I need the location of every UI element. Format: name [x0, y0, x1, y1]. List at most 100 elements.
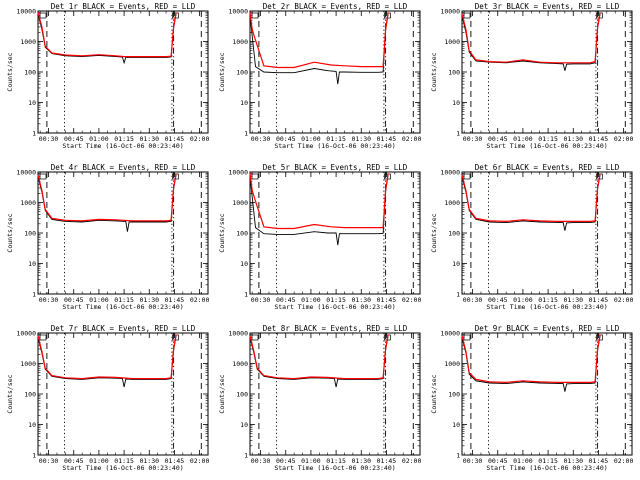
corner-marker-left [463, 334, 471, 341]
x-tick-label: 00:45 [64, 296, 84, 304]
x-tick-label: 00:30 [251, 296, 271, 304]
x-tick-label: 01:45 [165, 135, 185, 143]
x-axis-label: Start Time (16-Oct-06 00:23:40) [274, 464, 395, 472]
y-tick-label: 100 [236, 390, 248, 398]
x-tick-label: 00:45 [64, 457, 84, 465]
y-tick-label: 10 [28, 99, 36, 107]
panel-title: Det 2r BLACK = Events, RED = LLD [263, 2, 408, 11]
x-tick-label: 01:30 [351, 135, 371, 143]
x-tick-label: 00:45 [276, 457, 296, 465]
x-tick-label: 00:45 [276, 135, 296, 143]
x-tick-label: 02:00 [614, 457, 634, 465]
series-events-line [249, 13, 389, 85]
y-tick-label: 10000 [440, 329, 460, 337]
series-lld-line [461, 12, 601, 64]
plot-frame [249, 332, 421, 456]
x-tick-label: 00:45 [488, 457, 508, 465]
y-tick-label: 1000 [20, 360, 36, 368]
panel-4: Det 4r BLACK = Events, RED = LLD 1 10 100 10… [6, 163, 209, 311]
x-tick-label: 01:45 [377, 457, 397, 465]
y-tick-label: 10000 [440, 7, 460, 15]
plot-frame [249, 10, 421, 134]
y-tick-label: 100 [448, 229, 460, 237]
corner-marker-left [251, 12, 259, 19]
x-tick-label: 01:30 [563, 457, 583, 465]
y-tick-label: 10 [240, 421, 248, 429]
x-tick-label: 01:45 [165, 457, 185, 465]
corner-marker-left [251, 334, 259, 341]
x-tick-label: 01:00 [513, 296, 533, 304]
x-axis-label: Start Time (16-Oct-06 00:23:40) [274, 303, 395, 311]
y-tick-label: 100 [24, 390, 36, 398]
y-tick-label: 10 [452, 421, 460, 429]
corner-marker-left [251, 173, 259, 180]
series-events-line [249, 335, 389, 388]
x-tick-label: 02:00 [190, 135, 210, 143]
y-tick-label: 1 [456, 290, 460, 298]
x-tick-label: 01:00 [301, 457, 321, 465]
panel-3: Det 3r BLACK = Events, RED = LLD 1 10 100 10… [430, 2, 633, 150]
y-tick-label: 10 [240, 99, 248, 107]
x-tick-label: 01:30 [351, 296, 371, 304]
y-axis-label: Counts/sec [218, 52, 226, 91]
panel-title: Det 3r BLACK = Events, RED = LLD [475, 2, 620, 11]
series-lld-line [249, 334, 389, 380]
x-axis-label: Start Time (16-Oct-06 00:23:40) [486, 142, 607, 150]
panel-6: Det 6r BLACK = Events, RED = LLD 1 10 100 10… [430, 163, 633, 311]
x-axis-label: Start Time (16-Oct-06 00:23:40) [486, 464, 607, 472]
x-tick-label: 01:15 [326, 296, 346, 304]
x-tick-label: 01:00 [513, 457, 533, 465]
x-tick-label: 02:00 [190, 296, 210, 304]
x-tick-label: 01:15 [326, 135, 346, 143]
y-tick-label: 100 [448, 68, 460, 76]
x-tick-label: 00:45 [276, 296, 296, 304]
series-lld-line [37, 12, 177, 58]
plot-frame [37, 332, 209, 456]
panel-7: Det 7r BLACK = Events, RED = LLD 1 10 100 10… [6, 324, 209, 472]
x-tick-label: 00:30 [39, 457, 59, 465]
y-tick-label: 10 [240, 260, 248, 268]
x-tick-label: 01:45 [165, 296, 185, 304]
series-events-line [37, 174, 177, 232]
x-tick-label: 00:30 [251, 135, 271, 143]
panel-8: Det 8r BLACK = Events, RED = LLD 1 10 100 10… [218, 324, 421, 472]
series-events-line [461, 174, 601, 231]
y-axis-label: Counts/sec [218, 213, 226, 252]
x-tick-label: 01:30 [563, 135, 583, 143]
y-tick-label: 100 [24, 68, 36, 76]
x-tick-label: 01:00 [89, 457, 109, 465]
y-axis-label: Counts/sec [6, 374, 14, 413]
x-tick-label: 00:45 [488, 135, 508, 143]
y-tick-label: 1000 [232, 199, 248, 207]
series-lld-line [249, 12, 389, 69]
y-tick-label: 1000 [444, 360, 460, 368]
x-tick-label: 01:15 [326, 457, 346, 465]
x-tick-label: 01:30 [139, 296, 159, 304]
series-events-line [461, 13, 601, 71]
x-tick-label: 01:30 [139, 135, 159, 143]
y-tick-label: 1000 [20, 38, 36, 46]
x-tick-label: 01:00 [513, 135, 533, 143]
series-lld-line [461, 173, 601, 223]
y-tick-label: 1 [32, 129, 36, 137]
x-tick-label: 00:30 [463, 135, 483, 143]
x-tick-label: 01:30 [139, 457, 159, 465]
x-tick-label: 00:45 [488, 296, 508, 304]
x-tick-label: 00:30 [463, 296, 483, 304]
y-tick-label: 10000 [228, 329, 248, 337]
x-tick-label: 01:30 [563, 296, 583, 304]
y-tick-label: 1 [456, 451, 460, 459]
x-tick-label: 01:15 [538, 457, 558, 465]
corner-marker-left [463, 173, 471, 180]
y-tick-label: 100 [236, 68, 248, 76]
corner-marker-left [39, 173, 47, 180]
x-axis-label: Start Time (16-Oct-06 00:23:40) [62, 464, 183, 472]
y-axis-label: Counts/sec [430, 52, 438, 91]
y-tick-label: 1 [456, 129, 460, 137]
x-tick-label: 02:00 [402, 135, 422, 143]
series-events-line [249, 174, 389, 246]
y-tick-label: 100 [236, 229, 248, 237]
x-tick-label: 02:00 [614, 135, 634, 143]
y-tick-label: 1 [32, 290, 36, 298]
y-tick-label: 10000 [16, 329, 36, 337]
